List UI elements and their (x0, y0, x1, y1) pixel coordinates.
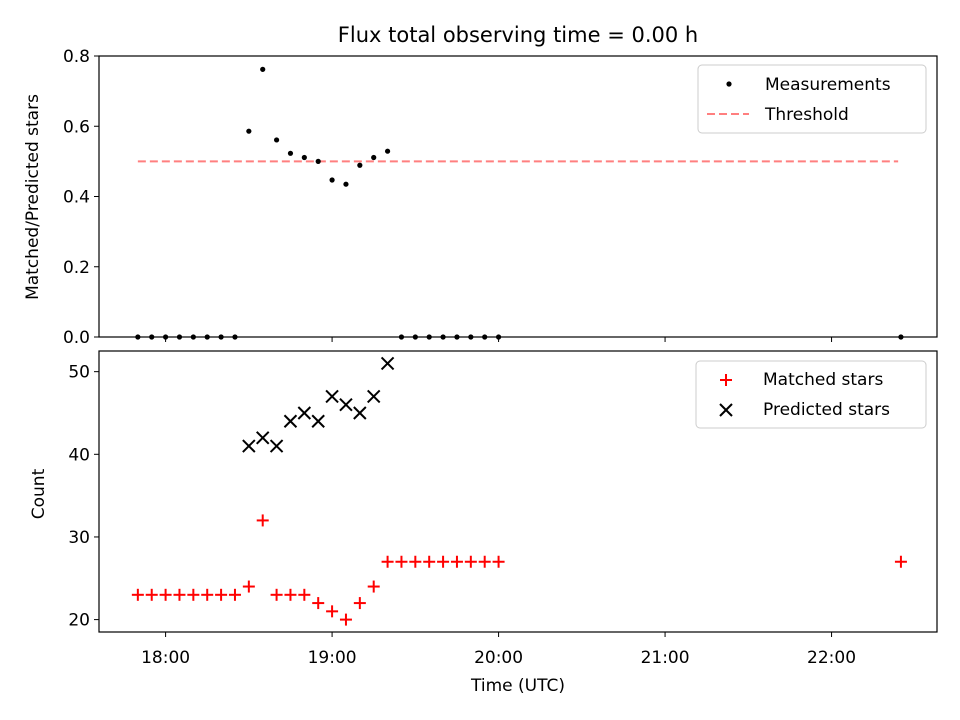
chart-title: Flux total observing time = 0.00 h (338, 23, 698, 47)
matched-star-point (409, 555, 422, 568)
x-tick-label: 20:00 (474, 648, 523, 668)
bottom-plot-area (131, 356, 907, 626)
matched-star-point (492, 555, 505, 568)
predicted-star-point (283, 414, 298, 428)
top-legend-box (697, 64, 927, 134)
measurement-point (371, 154, 377, 161)
matched-star-point (256, 514, 269, 527)
matched-star-point (215, 588, 228, 601)
legend-predicted-label: Predicted stars (763, 400, 890, 420)
measurement-point (343, 181, 349, 187)
bottom-legend-box (695, 360, 927, 429)
legend-predicted-marker (719, 403, 733, 417)
matched-star-point (228, 588, 241, 601)
x-tick-label: 22:00 (807, 648, 856, 668)
top-x-ticks (165, 337, 833, 342)
matched-star-point (894, 555, 907, 568)
matched-star-point (173, 588, 186, 601)
matched-star-point (284, 588, 297, 601)
bottom-y-tick-label: 40 (68, 445, 90, 465)
predicted-star-point (325, 389, 339, 404)
legend-matched-marker (720, 374, 732, 386)
top-y-ticks: 0.0 0.2 0.4 0.6 0.8 (63, 47, 99, 348)
top-y-tick-label: 0.2 (63, 258, 90, 278)
matched-star-point (395, 555, 408, 568)
matched-star-point (450, 555, 463, 568)
top-y-tick-label: 0.8 (63, 47, 90, 67)
top-y-tick-label: 0.4 (63, 188, 90, 208)
matched-star-point (423, 555, 436, 568)
matched-star-point (242, 580, 255, 593)
bottom-y-tick-label: 30 (68, 528, 90, 548)
legend-measurements-label: Measurements (765, 75, 891, 95)
x-tick-label: 21:00 (641, 648, 690, 668)
predicted-star-point (242, 439, 256, 453)
top-y-tick-label: 0.6 (63, 117, 90, 137)
bottom-y-axis-label: Count (29, 468, 49, 519)
matched-star-point (339, 613, 352, 626)
matched-star-point (367, 580, 380, 593)
matched-star-point (201, 588, 214, 601)
matched-star-point (298, 588, 311, 601)
matched-star-point (381, 555, 394, 568)
matched-star-point (478, 555, 491, 568)
bottom-legend: Matched stars Predicted stars (695, 360, 927, 429)
matched-star-point (312, 597, 325, 610)
bottom-x-ticks: 18:00 19:00 20:00 21:00 22:00 (141, 632, 856, 668)
bottom-y-tick-label: 50 (68, 363, 90, 383)
measurement-point (287, 150, 294, 156)
matched-star-point (326, 605, 339, 618)
matched-star-point (464, 555, 477, 568)
matched-star-point (437, 555, 450, 568)
predicted-star-point (367, 389, 381, 404)
predicted-star-point (297, 406, 312, 420)
predicted-star-point (269, 439, 284, 453)
bottom-axes-frame (98, 350, 938, 633)
predicted-star-point (353, 406, 367, 420)
measurement-point (357, 162, 363, 168)
x-tick-label: 19:00 (308, 648, 357, 668)
matched-star-point (159, 588, 172, 601)
x-axis-label: Time (UTC) (470, 676, 565, 696)
measurement-point (246, 128, 252, 134)
matched-star-point (145, 588, 158, 601)
measurement-point (273, 137, 280, 143)
bottom-y-tick-label: 20 (68, 611, 90, 631)
top-legend: Measurements Threshold (697, 64, 927, 134)
matched-star-point (353, 597, 366, 610)
measurement-point (315, 158, 321, 164)
top-y-tick-label: 0.0 (63, 328, 90, 348)
predicted-star-point (311, 414, 325, 428)
matched-star-point (187, 588, 200, 601)
measurement-point (301, 154, 307, 161)
top-panel: 0.00.20.40.60.8 Matched/Predicted stars … (23, 47, 938, 348)
x-tick-label: 18:00 (141, 648, 190, 668)
legend-measurements-marker (726, 81, 732, 87)
matched-star-point (270, 588, 283, 601)
measurement-point (384, 148, 391, 154)
predicted-star-point (256, 431, 270, 445)
top-y-axis-label: Matched/Predicted stars (23, 94, 43, 300)
legend-threshold-label: Threshold (764, 105, 849, 125)
bottom-y-ticks: 20 30 40 50 (68, 363, 99, 631)
bottom-panel: 20 30 40 50 18:00 19:00 20:00 21:00 22:00 Count… (29, 350, 938, 696)
predicted-star-point (380, 356, 395, 371)
measurement-point (260, 66, 266, 72)
predicted-star-point (339, 398, 353, 412)
measurement-point (329, 177, 335, 183)
matched-star-point (131, 588, 144, 601)
legend-matched-label: Matched stars (763, 370, 883, 390)
